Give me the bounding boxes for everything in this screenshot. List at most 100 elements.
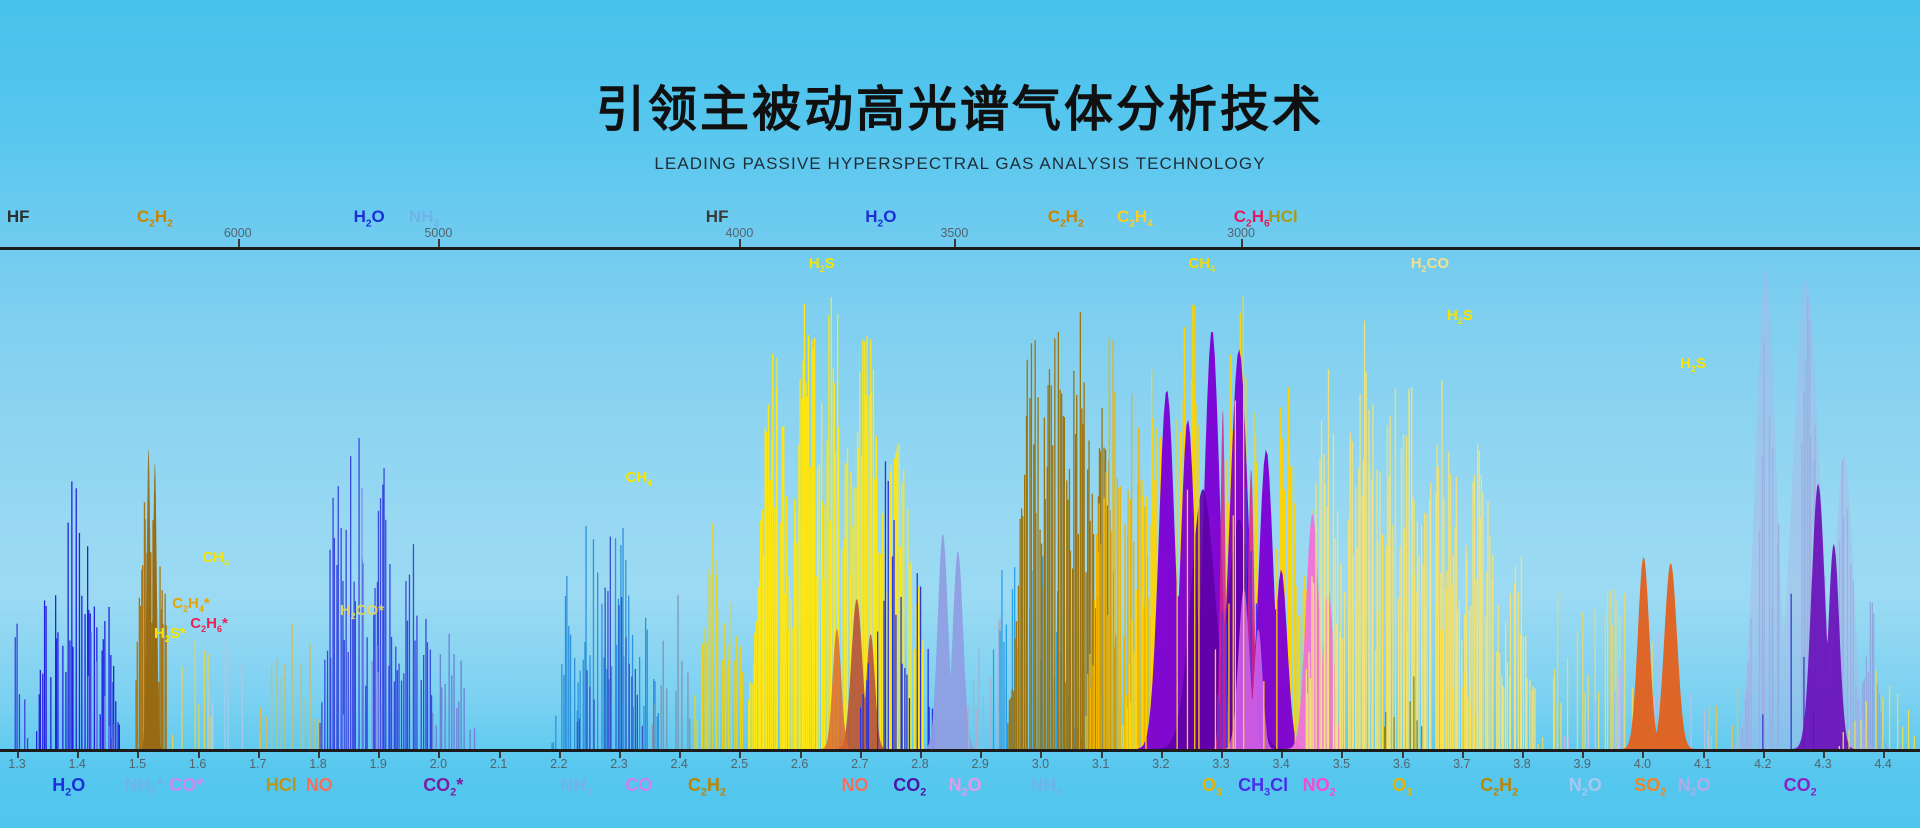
- wavenumber-tick-mark: [954, 239, 957, 247]
- gas-label-annotation: H2S: [808, 255, 835, 274]
- wavelength-tick-label: 1.8: [309, 757, 327, 771]
- gas-label-bottom: HCl: [265, 775, 297, 795]
- spectral-band-spikes-13: [651, 595, 691, 749]
- wavelength-tick-label: 2.9: [971, 757, 989, 771]
- gas-label-bottom: C2H2: [1480, 775, 1519, 799]
- spectral-band-spikes-34: [1383, 676, 1423, 749]
- gas-label-bottom: CO: [625, 775, 653, 795]
- wavelength-tick-label: 2.3: [610, 757, 628, 771]
- wavelength-tick-mark: [17, 752, 19, 758]
- wavelength-tick-mark: [1582, 752, 1585, 758]
- gas-label-bottom: N2O: [948, 775, 982, 799]
- wavelength-tick-label: 1.7: [249, 757, 267, 771]
- wavelength-tick-label: 4.1: [1693, 757, 1712, 771]
- wavelength-tick-label: 3.0: [1031, 757, 1050, 771]
- gas-label-annotation: CH4: [1188, 255, 1216, 274]
- gas-label-annotation: H2S: [1680, 355, 1706, 374]
- wavelength-tick-mark: [859, 752, 862, 758]
- gas-label-bottom: NO2: [1302, 775, 1336, 799]
- wavelength-tick-label: 2.4: [670, 757, 688, 771]
- spectral-band-blob-19: [922, 534, 979, 749]
- spectral-band-spikes-14: [694, 523, 744, 749]
- gas-label-bottom: CO2*: [423, 775, 464, 799]
- wavelength-tick-label: 2.7: [851, 757, 869, 771]
- wavelength-tick-mark: [1823, 752, 1825, 758]
- wavelength-tick-label: 3.4: [1272, 757, 1290, 771]
- gas-label-bottom: O3: [1392, 775, 1413, 799]
- spectral-band-spikes-8: [319, 438, 433, 749]
- page-subtitle: LEADING PASSIVE HYPERSPECTRAL GAS ANALYS…: [654, 154, 1266, 173]
- wavelength-tick-mark: [619, 752, 621, 758]
- wavenumber-tick-mark: [1241, 239, 1244, 247]
- gas-label-bottom: SO2: [1634, 775, 1667, 799]
- wavelength-tick-label: 1.4: [68, 757, 86, 771]
- wavelength-tick-mark: [739, 752, 742, 758]
- wavelength-tick-label: 2.1: [489, 757, 508, 771]
- wavelength-tick-label: 1.3: [8, 757, 26, 771]
- wavelength-tick-label: 2.8: [911, 757, 929, 771]
- gas-label-bottom: CO2: [893, 775, 927, 799]
- top-axis-line: [0, 247, 1920, 250]
- gas-label-annotation: H2CO: [1410, 255, 1450, 274]
- wavelength-tick-label: 3.1: [1091, 757, 1110, 771]
- wavelength-tick-mark: [1642, 752, 1645, 758]
- gas-label-top: HF: [6, 207, 30, 226]
- wavelength-tick-mark: [438, 752, 441, 758]
- wavelength-tick-label: 2.6: [790, 757, 809, 771]
- wavelength-tick-mark: [498, 752, 501, 758]
- spectral-band-spikes-7: [259, 623, 322, 749]
- bottom-axis-line: [0, 749, 1920, 752]
- gas-label-top: HCl: [1268, 207, 1298, 226]
- wavelength-tick-label: 4.2: [1754, 757, 1772, 771]
- wavelength-tick-mark: [197, 752, 200, 758]
- gas-label-top: C2H6: [1233, 207, 1270, 230]
- wavelength-tick-mark: [1762, 752, 1765, 758]
- wavelength-tick-mark: [318, 752, 320, 758]
- wavelength-tick-label: 4.3: [1814, 757, 1832, 771]
- gas-label-top: C2H2: [1047, 207, 1084, 230]
- spectral-band-spikes-30: [1136, 305, 1296, 749]
- wavelength-tick-label: 3.9: [1573, 757, 1591, 771]
- wavelength-tick-mark: [378, 752, 381, 758]
- gas-label-bottom: H2O: [52, 775, 86, 799]
- wavenumber-tick-label: 3500: [940, 226, 969, 240]
- spectral-band-spikes-23: [1085, 336, 1159, 749]
- spectral-band-blob-38: [1620, 557, 1696, 749]
- wavelength-tick-mark: [1281, 752, 1284, 758]
- wavelength-tick-mark: [558, 752, 561, 758]
- spectral-band-spikes-1: [36, 481, 120, 749]
- spectral-band-spikes-9: [342, 487, 383, 749]
- wavelength-tick-label: 1.6: [188, 757, 207, 771]
- wavelength-tick-mark: [1160, 752, 1163, 758]
- wavelength-tick-mark: [77, 752, 80, 758]
- wavelength-tick-mark: [1100, 752, 1103, 758]
- wavenumber-tick-label: 3000: [1227, 226, 1255, 240]
- wavelength-tick-mark: [1461, 752, 1464, 758]
- spectral-band-spikes-12: [576, 536, 643, 749]
- gas-label-top: HF: [705, 207, 729, 226]
- gas-label-top: H2O: [865, 207, 897, 230]
- gas-label-bottom: NH3*: [124, 775, 164, 799]
- gas-label-bottom: NO: [841, 775, 869, 795]
- wavenumber-tick-mark: [237, 239, 240, 247]
- wavelength-tick-mark: [679, 752, 682, 758]
- wavelength-tick-mark: [920, 752, 922, 758]
- gas-label-bottom: NH3: [560, 775, 593, 799]
- spectral-band-spikes-10: [432, 633, 476, 749]
- gas-label-bottom: NO: [305, 775, 333, 795]
- wavelength-tick-mark: [1221, 752, 1223, 758]
- gas-label-annotation: CH4: [625, 469, 653, 488]
- spectral-band-blob-25: [1135, 331, 1306, 749]
- gas-label-annotation: H2S*: [154, 625, 186, 644]
- gas-label-bottom: N2O: [1677, 775, 1711, 799]
- wavelength-tick-label: 3.5: [1332, 757, 1351, 771]
- spectral-band-blob-6: [140, 449, 163, 749]
- gas-label-annotation: H2CO*: [339, 602, 385, 621]
- wavelength-tick-mark: [257, 752, 260, 758]
- wavelength-tick-mark: [799, 752, 802, 758]
- gas-label-bottom: NH3: [1030, 775, 1063, 799]
- wavenumber-tick-label: 4000: [725, 226, 754, 240]
- wavelength-tick-mark: [1883, 752, 1886, 758]
- wavelength-tick-label: 4.0: [1633, 757, 1652, 771]
